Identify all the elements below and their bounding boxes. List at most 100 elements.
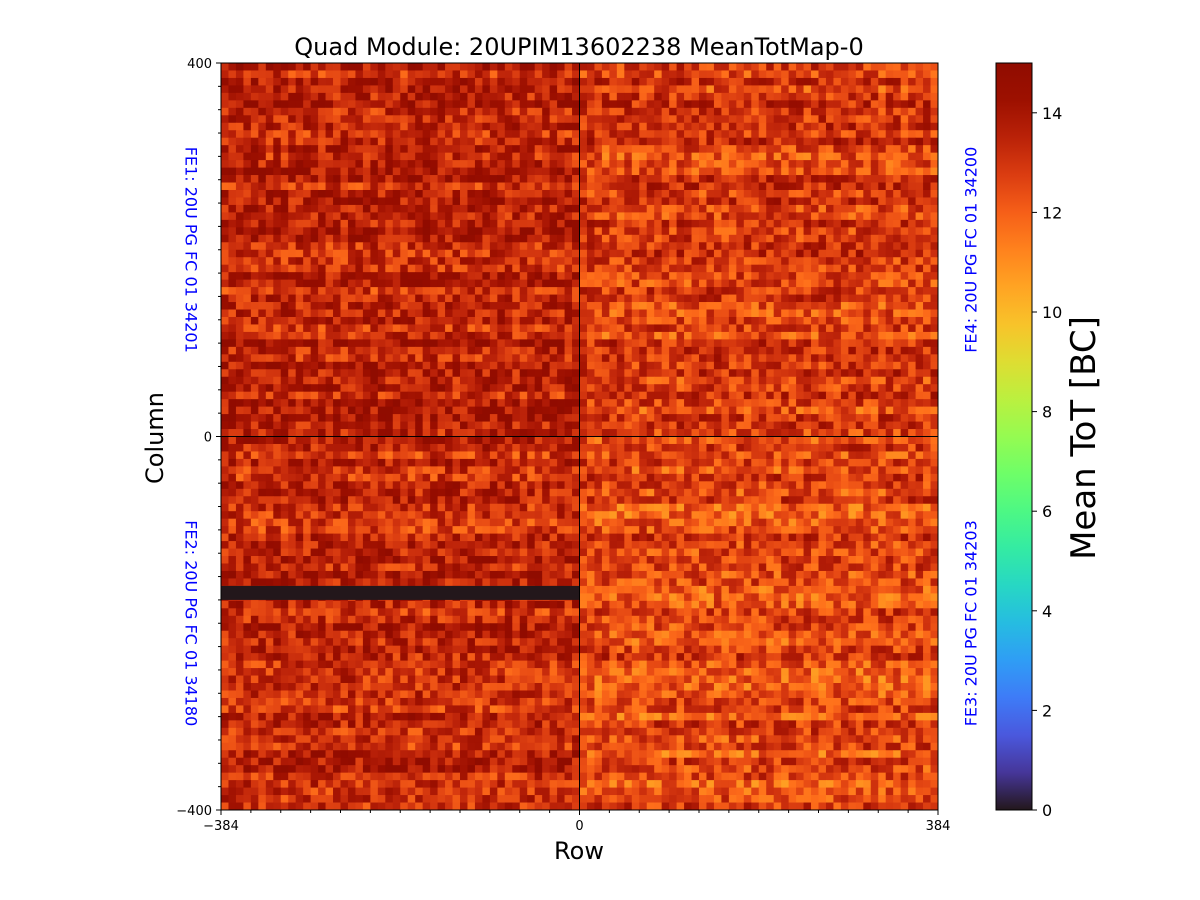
heatmap-cell xyxy=(766,85,775,94)
heatmap-cell xyxy=(900,204,909,213)
heatmap-cell xyxy=(728,160,737,168)
heatmap-cell xyxy=(347,85,356,94)
heatmap-cell xyxy=(474,279,483,288)
heatmap-cell xyxy=(288,130,297,139)
heatmap-cell xyxy=(318,182,326,191)
heatmap-cell xyxy=(609,182,618,191)
heatmap-cell xyxy=(303,369,312,378)
heatmap-cell xyxy=(474,257,483,266)
heatmap-cell xyxy=(743,242,752,251)
heatmap-cell xyxy=(616,302,625,310)
heatmap-cell xyxy=(743,369,752,378)
heatmap-cell xyxy=(258,414,267,422)
heatmap-cell xyxy=(766,234,775,243)
heatmap-cell xyxy=(594,92,603,101)
heatmap-cell xyxy=(601,309,610,318)
heatmap-cell xyxy=(639,369,648,378)
heatmap-cell xyxy=(400,249,409,258)
heatmap-cell xyxy=(243,100,252,109)
heatmap-cell xyxy=(549,302,558,310)
heatmap-cell xyxy=(460,414,468,422)
heatmap-cell xyxy=(280,234,289,243)
heatmap-cell xyxy=(221,331,229,340)
heatmap-cell xyxy=(870,414,879,422)
heatmap-cell xyxy=(258,167,267,176)
heatmap-cell xyxy=(676,234,685,243)
heatmap-cell xyxy=(572,421,580,430)
heatmap-cell xyxy=(616,145,625,154)
heatmap-cell xyxy=(542,264,551,273)
heatmap-cell xyxy=(489,324,498,333)
heatmap-cell xyxy=(616,316,625,325)
heatmap-cell xyxy=(497,115,506,124)
heatmap-cell xyxy=(601,294,610,303)
heatmap-cell xyxy=(601,115,610,124)
heatmap-cell xyxy=(908,77,916,86)
heatmap-cell xyxy=(863,227,872,236)
heatmap-cell xyxy=(415,175,424,183)
heatmap-cell xyxy=(908,160,916,168)
heatmap-cell xyxy=(908,189,916,198)
heatmap-cell xyxy=(751,414,760,422)
heatmap-cell xyxy=(512,429,521,437)
heatmap-cell xyxy=(385,197,394,206)
heatmap-cell xyxy=(586,107,595,116)
heatmap-cell xyxy=(445,100,453,109)
heatmap-cell xyxy=(288,115,297,124)
heatmap-cell xyxy=(758,391,767,400)
heatmap-cell xyxy=(512,272,521,281)
heatmap-cell xyxy=(691,130,700,139)
heatmap-cell xyxy=(609,309,618,318)
heatmap-cell xyxy=(900,361,909,370)
heatmap-cell xyxy=(407,316,416,325)
heatmap-cell xyxy=(519,100,528,109)
heatmap-cell xyxy=(848,391,857,400)
heatmap-cell xyxy=(452,100,461,109)
heatmap-cell xyxy=(788,302,797,310)
heatmap-cell xyxy=(355,287,364,295)
heatmap-cell xyxy=(601,107,610,116)
heatmap-cell xyxy=(863,175,872,183)
heatmap-cell xyxy=(265,391,274,400)
heatmap-cell xyxy=(691,212,700,221)
heatmap-cell xyxy=(661,212,670,221)
heatmap-cell xyxy=(482,249,491,258)
heatmap-cell xyxy=(504,399,513,408)
heatmap-cell xyxy=(400,115,409,124)
heatmap-cell xyxy=(646,107,655,116)
heatmap-cell xyxy=(497,436,506,445)
heatmap-cell xyxy=(863,115,872,124)
heatmap-cell xyxy=(908,294,916,303)
heatmap-cell xyxy=(474,234,483,243)
heatmap-cell xyxy=(474,361,483,370)
heatmap-cell xyxy=(624,376,633,385)
heatmap-cell xyxy=(221,414,229,422)
heatmap-cell xyxy=(594,122,603,131)
heatmap-cell xyxy=(310,399,319,408)
heatmap-cell xyxy=(691,197,700,206)
heatmap-cell xyxy=(392,145,401,154)
heatmap-cell xyxy=(504,167,513,176)
heatmap-cell xyxy=(273,354,282,363)
heatmap-cell xyxy=(908,414,916,422)
heatmap-cell xyxy=(303,107,312,116)
heatmap-cell xyxy=(280,160,289,168)
heatmap-cell xyxy=(474,309,483,318)
heatmap-cell xyxy=(437,92,446,101)
heatmap-cell xyxy=(579,115,588,124)
heatmap-cell xyxy=(519,122,528,131)
heatmap-cell xyxy=(811,309,819,318)
heatmap-cell xyxy=(811,197,819,206)
heatmap-cell xyxy=(243,152,252,161)
heatmap-cell xyxy=(915,175,924,183)
heatmap-cell xyxy=(273,189,282,198)
heatmap-cell xyxy=(758,361,767,370)
heatmap-cell xyxy=(639,204,648,213)
heatmap-cell xyxy=(310,227,319,236)
heatmap-cell xyxy=(579,384,588,393)
heatmap-cell xyxy=(609,361,618,370)
heatmap-cell xyxy=(900,197,909,206)
heatmap-cell xyxy=(758,287,767,295)
heatmap-cell xyxy=(221,137,229,146)
heatmap-cell xyxy=(422,107,431,116)
